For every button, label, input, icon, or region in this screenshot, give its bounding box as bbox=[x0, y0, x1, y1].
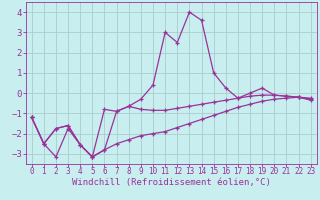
X-axis label: Windchill (Refroidissement éolien,°C): Windchill (Refroidissement éolien,°C) bbox=[72, 178, 271, 187]
